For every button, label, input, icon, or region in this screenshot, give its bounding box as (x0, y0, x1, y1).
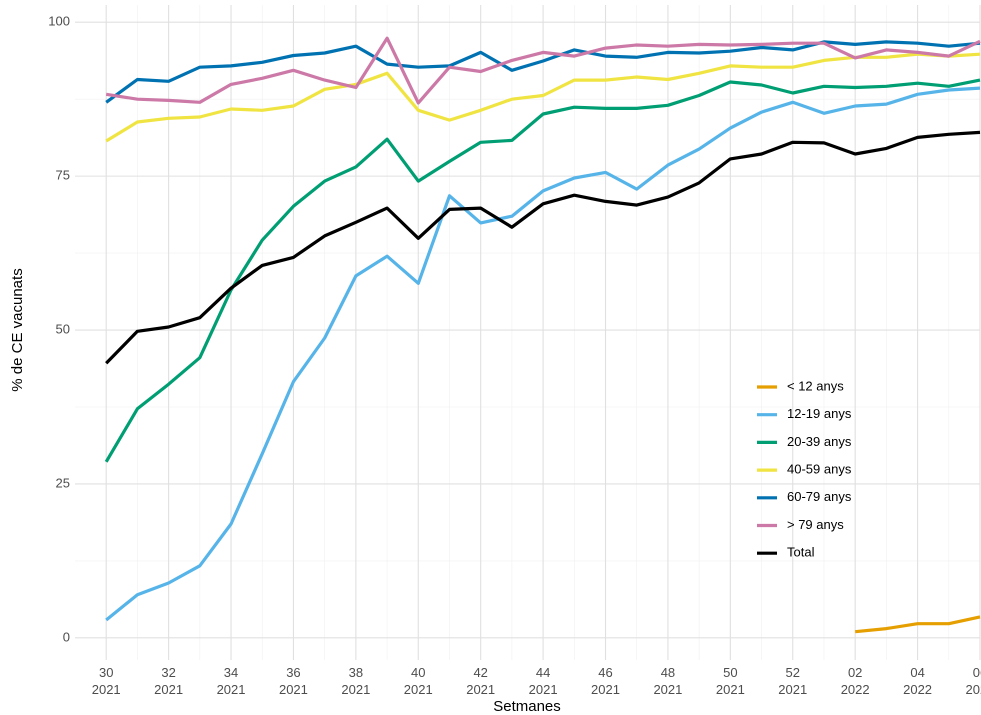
legend-label: 12-19 anys (787, 406, 852, 421)
x-tick-label: 42 2021 (466, 665, 496, 697)
line (105, 36, 981, 105)
x-tick-label: 40 2021 (403, 665, 433, 697)
y-tick-label: 25 (56, 475, 70, 490)
line (105, 130, 981, 365)
legend-label: 20-39 anys (787, 434, 852, 449)
x-tick-label: 50 2021 (715, 665, 745, 697)
legend-label: 40-59 anys (787, 462, 852, 477)
grid (75, 5, 981, 660)
y-tick-label: 0 (63, 629, 70, 644)
x-tick-label: 06 2022 (965, 665, 981, 697)
line (855, 615, 981, 634)
y-tick-label: 100 (48, 14, 70, 29)
x-tick-label: 44 2021 (528, 665, 558, 697)
x-tick-label: 52 2021 (778, 665, 808, 697)
y-tick-label: 75 (56, 168, 70, 183)
x-axis-label: Setmanes (493, 698, 561, 715)
x-tick-label: 38 2021 (341, 665, 371, 697)
line (105, 86, 981, 622)
x-tick-label: 04 2022 (903, 665, 933, 697)
y-tick-label: 50 (56, 321, 70, 336)
legend-label: > 79 anys (787, 517, 844, 532)
y-axis-label: % de CE vacunats (9, 268, 26, 391)
x-tick-label: 34 2021 (216, 665, 246, 697)
line (104, 78, 981, 463)
legend-label: Total (787, 545, 815, 560)
x-tick-label: 46 2021 (591, 665, 620, 697)
x-tick-label: 32 2021 (154, 665, 184, 697)
x-tick-label: 02 2022 (840, 665, 870, 697)
legend-label: < 12 anys (787, 378, 844, 393)
x-tick-label: 30 2021 (91, 665, 121, 697)
line (105, 52, 981, 143)
legend-label: 60-79 anys (787, 489, 852, 504)
x-tick-label: 36 2021 (278, 665, 308, 697)
line (105, 40, 981, 104)
x-tick-label: 48 2021 (653, 665, 683, 697)
